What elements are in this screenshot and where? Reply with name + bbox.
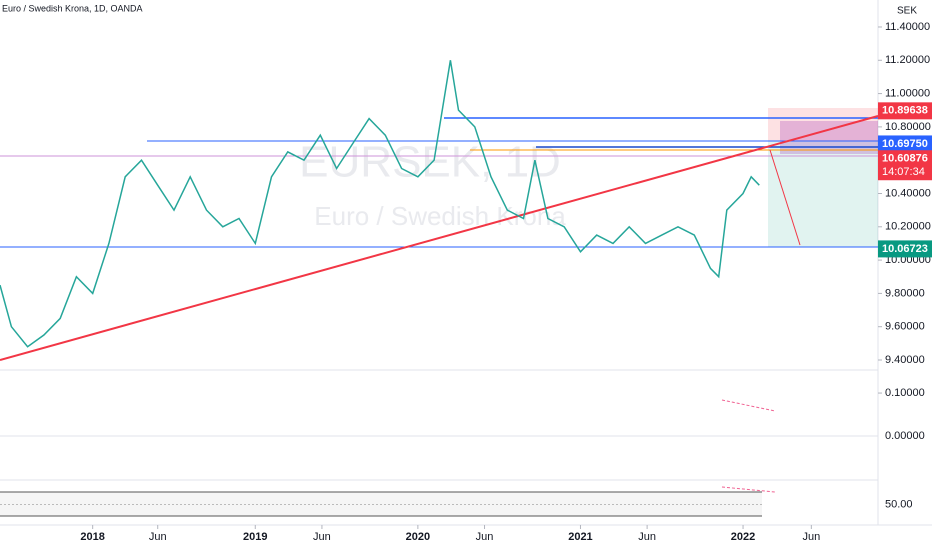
dynamic-layer: 11.40000 11.20000 11.00000 10.80000 10.40000… (0, 21, 932, 543)
watermark-name: Euro / Swedish Krona (314, 201, 566, 231)
osc-tick-label: 0.10000 (885, 387, 925, 399)
price-tag-label: 10.69750 (882, 138, 928, 150)
time-tick-label: 2018 (80, 531, 104, 543)
price-tag-label: 10.06723 (882, 243, 928, 255)
price-tick-label: 11.00000 (885, 87, 930, 99)
time-tick-label: 2022 (731, 531, 755, 543)
time-tick-label: Jun (476, 531, 494, 543)
countdown-label: 14:07:34 (882, 166, 925, 178)
price-tick-label: 11.40000 (885, 21, 930, 33)
price-tag (878, 135, 932, 153)
price-tag (878, 240, 932, 258)
price-tag (878, 102, 932, 120)
time-tick-label: Jun (638, 531, 656, 543)
projection-arrow (769, 149, 801, 246)
price-tag-label: 10.89638 (882, 105, 928, 117)
target-zone (768, 141, 878, 247)
chart-header: Euro / Swedish Krona, 1D, OANDA (2, 3, 143, 13)
price-tag (878, 150, 932, 181)
price-tag-label: 10.60876 (882, 153, 928, 165)
stop-zone (768, 108, 878, 141)
rsi-tick-label: 50.00 (885, 498, 913, 510)
price-tick-label: 11.20000 (885, 54, 930, 66)
price-tick-label: 10.40000 (885, 187, 931, 199)
price-tick-label: 9.40000 (885, 354, 925, 366)
time-tick-label: 2020 (406, 531, 430, 543)
divergence-line (721, 486, 776, 493)
watermark-symbol: EURSEK, 1D (299, 138, 561, 187)
divergence-line (721, 399, 776, 412)
osc-tick-label: 0.00000 (885, 430, 925, 442)
currency-label: SEK (897, 6, 917, 17)
price-line (0, 60, 760, 348)
price-tick-label: 9.60000 (885, 321, 925, 333)
time-tick-label: Jun (802, 531, 820, 543)
time-tick-label: 2019 (243, 531, 267, 543)
price-tick-label: 10.80000 (885, 121, 931, 133)
range-box (780, 121, 878, 154)
trend-line (0, 115, 879, 361)
price-tick-label: 9.80000 (885, 287, 925, 299)
time-tick-label: 2021 (568, 531, 592, 543)
time-tick-label: Jun (149, 531, 167, 543)
time-tick-label: Jun (313, 531, 331, 543)
price-tick-label: 10.20000 (885, 221, 931, 233)
